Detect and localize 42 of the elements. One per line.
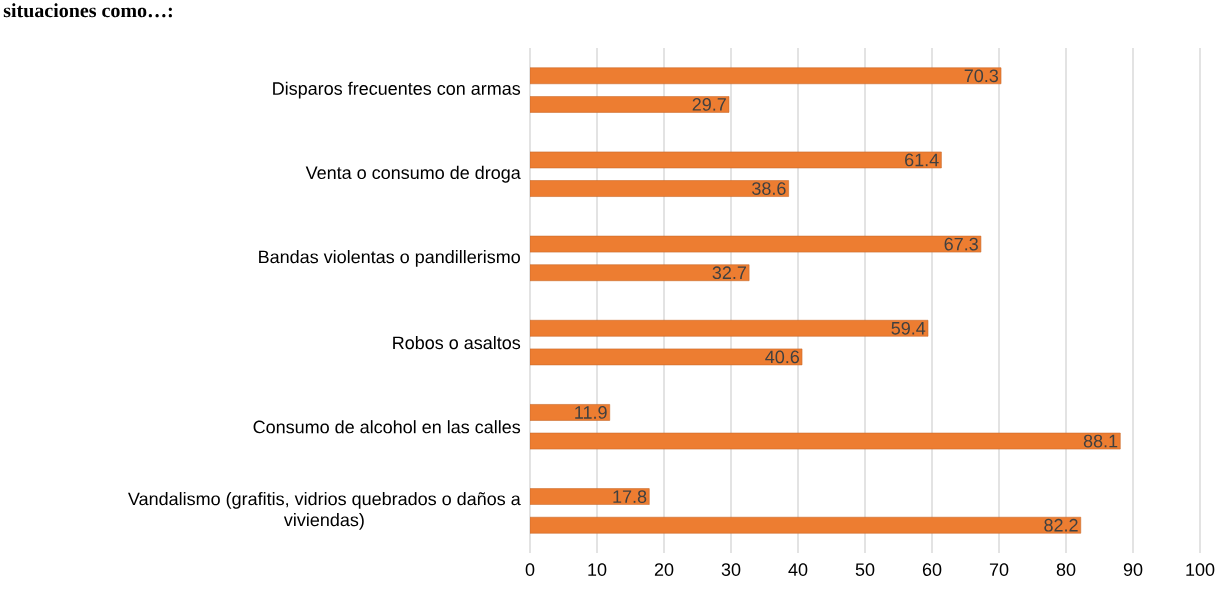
data-label: 38.6 xyxy=(752,182,786,195)
y-tick-label: Bandas violentas o pandillerismo xyxy=(259,250,520,267)
x-tick-label: 70 xyxy=(989,563,1009,576)
data-label: 82.2 xyxy=(1044,518,1078,532)
bar xyxy=(530,264,750,282)
data-label: 40.6 xyxy=(765,350,800,364)
bar xyxy=(530,432,1121,450)
bar xyxy=(530,488,650,505)
y-tick-label: Disparos frecuentes con armas xyxy=(273,81,521,99)
bar xyxy=(530,319,929,337)
data-label: 61.4 xyxy=(905,153,939,167)
x-tick-label: 10 xyxy=(588,563,607,576)
data-label: 59.4 xyxy=(891,321,926,335)
x-tick-label: 80 xyxy=(1056,563,1076,576)
bar xyxy=(530,96,730,113)
x-tick-label: 20 xyxy=(654,563,674,576)
bar xyxy=(530,151,942,169)
data-label: 67.3 xyxy=(944,237,978,251)
text: situaciones como…: xyxy=(3,3,172,18)
x-tick-label: 90 xyxy=(1123,563,1143,576)
data-label: 17.8 xyxy=(613,490,647,503)
bar xyxy=(530,67,1002,85)
x-tick-label: 30 xyxy=(721,563,741,576)
data-label: 29.7 xyxy=(692,98,726,111)
y-tick-label: Vandalismo (grafitis, vidrios quebrados o daños a viviendas) xyxy=(128,492,521,530)
x-tick-label: 40 xyxy=(788,563,808,576)
x-tick-label: 50 xyxy=(855,563,875,576)
y-tick-label: Venta o consumo de droga xyxy=(305,165,521,183)
data-label: 88.1 xyxy=(1083,434,1118,448)
bar xyxy=(530,516,1082,534)
bar xyxy=(530,235,982,253)
bar xyxy=(530,348,803,366)
data-label: 70.3 xyxy=(964,69,999,83)
bar xyxy=(530,180,789,197)
bar xyxy=(530,404,611,421)
x-tick-label: 100 xyxy=(1186,563,1215,576)
data-label: 11.9 xyxy=(575,406,607,419)
x-tick-label: 60 xyxy=(922,563,942,576)
y-tick-label: Robos o asaltos xyxy=(393,335,521,350)
data-label: 32.7 xyxy=(712,266,746,280)
y-tick-label: Consumo de alcohol en las calles xyxy=(253,420,521,434)
x-tick-label: 0 xyxy=(525,563,535,576)
